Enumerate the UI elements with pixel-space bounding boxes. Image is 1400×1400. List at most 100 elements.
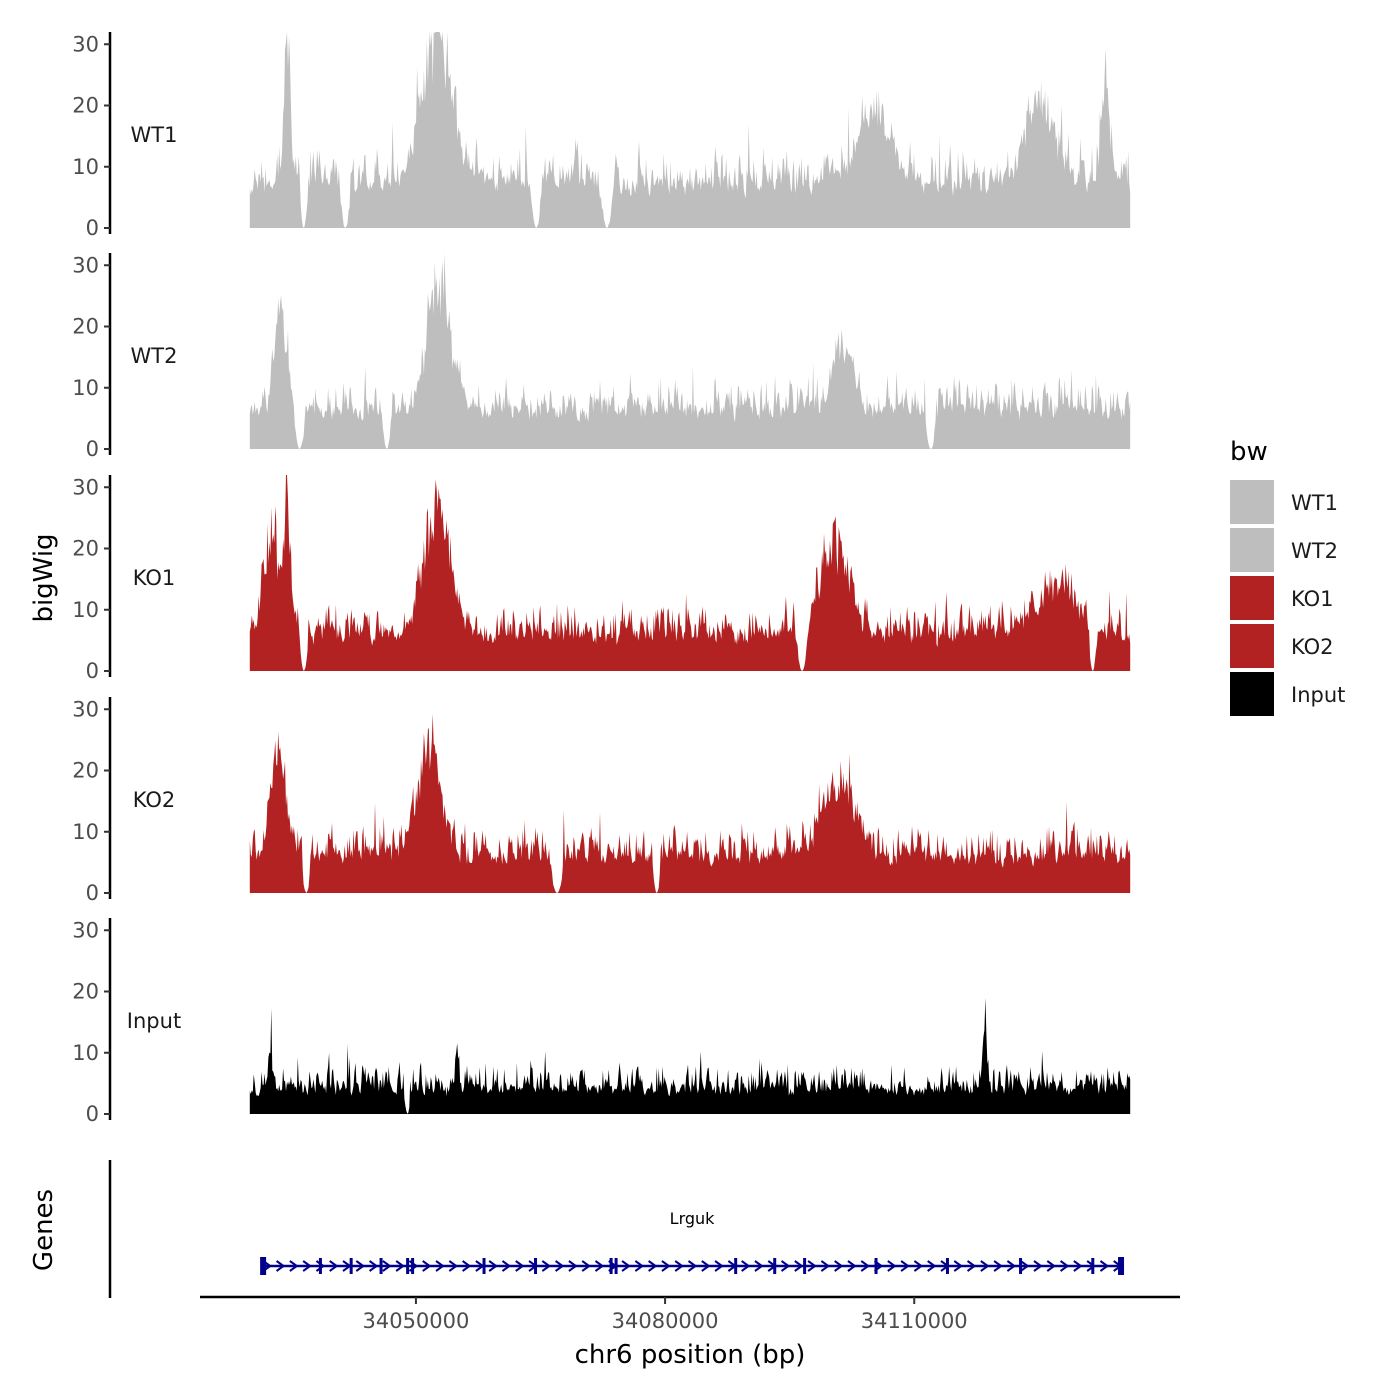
exon (609, 1258, 613, 1274)
exon (379, 1258, 383, 1274)
y-tick-label: 30 (72, 253, 99, 277)
strand-arrow (780, 1260, 791, 1272)
strand-arrow (834, 1260, 844, 1272)
strand-arrow (820, 1260, 831, 1272)
track-label-wt1: WT1 (131, 123, 178, 147)
y-tick-label: 10 (72, 598, 99, 622)
strand-arrow (887, 1260, 897, 1272)
strand-arrow (501, 1260, 512, 1272)
y-tick-label: 0 (86, 1102, 99, 1126)
strand-arrow (1033, 1260, 1043, 1272)
exon (534, 1258, 538, 1274)
strand-arrow (966, 1260, 977, 1272)
legend-label-wt1: WT1 (1291, 491, 1338, 515)
strand-arrow (993, 1260, 1003, 1272)
y-tick-label: 20 (72, 980, 99, 1004)
track-label-input: Input (127, 1009, 181, 1033)
signal-tracks: 0 10 20 30 WT1 0 10 20 30 WT2 0 10 20 30 KO1 0 10 20 30 KO2… (72, 32, 1131, 1126)
strand-arrow (980, 1260, 990, 1272)
signal-area-wt1 (249, 32, 1131, 228)
strand-arrow (913, 1260, 924, 1272)
strand-arrow (355, 1260, 366, 1272)
y-tick-label: 0 (86, 437, 99, 461)
legend-label-wt2: WT2 (1291, 539, 1338, 563)
exon (482, 1258, 486, 1274)
y-tick-label: 30 (72, 697, 99, 721)
strand-arrow (435, 1260, 445, 1272)
exon (874, 1258, 878, 1274)
y-tick-label: 20 (72, 315, 99, 339)
strand-arrow (275, 1260, 286, 1272)
strand-arrow (422, 1260, 432, 1272)
y-tick-label: 0 (86, 216, 99, 240)
y-tick-label: 10 (72, 155, 99, 179)
strand-arrow (382, 1260, 392, 1272)
track-label-wt2: WT2 (131, 344, 178, 368)
exon (803, 1258, 807, 1274)
gene-label: Lrguk (670, 1209, 716, 1228)
track-label-ko2: KO2 (133, 788, 176, 812)
track-wt2: 0 10 20 30 WT2 (72, 253, 1131, 461)
legend-key-wt2 (1230, 528, 1274, 572)
strand-arrow (395, 1260, 405, 1272)
exon (349, 1258, 353, 1274)
strand-arrow (448, 1260, 459, 1272)
gene-track: Lrguk (108, 1160, 1125, 1298)
signal-area-input (249, 997, 1131, 1114)
legend-title: bw (1230, 437, 1268, 467)
track-input: 0 10 20 30 Input (72, 918, 1131, 1126)
strand-arrow (488, 1260, 498, 1272)
y-tick-label: 10 (72, 820, 99, 844)
strand-arrow (1020, 1260, 1030, 1272)
legend-key-input (1230, 672, 1274, 716)
strand-arrow (847, 1260, 857, 1272)
strand-arrow (1099, 1260, 1110, 1272)
x-tick-label: 34080000 (612, 1309, 719, 1333)
strand-arrow (687, 1260, 698, 1272)
exon (773, 1258, 777, 1274)
strand-arrow (555, 1260, 565, 1272)
exon (1118, 1257, 1125, 1275)
y-tick-label: 20 (72, 537, 99, 561)
y-tick-label: 30 (72, 918, 99, 942)
strand-arrow (621, 1260, 631, 1272)
strand-arrow (648, 1260, 658, 1272)
strand-arrow (634, 1260, 645, 1272)
legend-key-ko2 (1230, 624, 1274, 668)
track-ko1: 0 10 20 30 KO1 (72, 475, 1131, 683)
strand-arrow (541, 1260, 552, 1272)
signal-area-wt2 (249, 253, 1131, 449)
track-ko2: 0 10 20 30 KO2 (72, 697, 1131, 905)
strand-arrow (953, 1260, 963, 1272)
strand-arrow (661, 1260, 671, 1272)
strand-arrow (860, 1260, 870, 1272)
exon (411, 1258, 415, 1274)
strand-arrow (594, 1260, 605, 1272)
y-tick-label: 10 (72, 1041, 99, 1065)
strand-arrow (900, 1260, 910, 1272)
legend: bw WT1 WT2 KO1 KO2 Input (1230, 437, 1345, 716)
exon (260, 1257, 267, 1275)
y-axis-title: bigWig (29, 533, 59, 622)
y-tick-label: 20 (72, 94, 99, 118)
strand-arrow (1059, 1260, 1070, 1272)
y-tick-label: 30 (72, 32, 99, 56)
strand-arrow (927, 1260, 937, 1272)
y-tick-label: 20 (72, 759, 99, 783)
x-axis-title: chr6 position (bp) (575, 1340, 806, 1370)
y-tick-label: 30 (72, 475, 99, 499)
track-wt1: 0 10 20 30 WT1 (72, 32, 1131, 240)
legend-label-ko1: KO1 (1291, 587, 1334, 611)
track-label-ko1: KO1 (133, 566, 176, 590)
strand-arrow (568, 1260, 578, 1272)
y-tick-label: 0 (86, 881, 99, 905)
strand-arrow (581, 1260, 591, 1272)
strand-arrow (1073, 1260, 1083, 1272)
strand-arrow (368, 1260, 379, 1272)
y-tick-label: 0 (86, 659, 99, 683)
strand-arrow (794, 1260, 804, 1272)
strand-arrow (754, 1260, 764, 1272)
y-tick-label: 10 (72, 376, 99, 400)
signal-area-ko1 (249, 475, 1131, 671)
exon (318, 1258, 322, 1274)
